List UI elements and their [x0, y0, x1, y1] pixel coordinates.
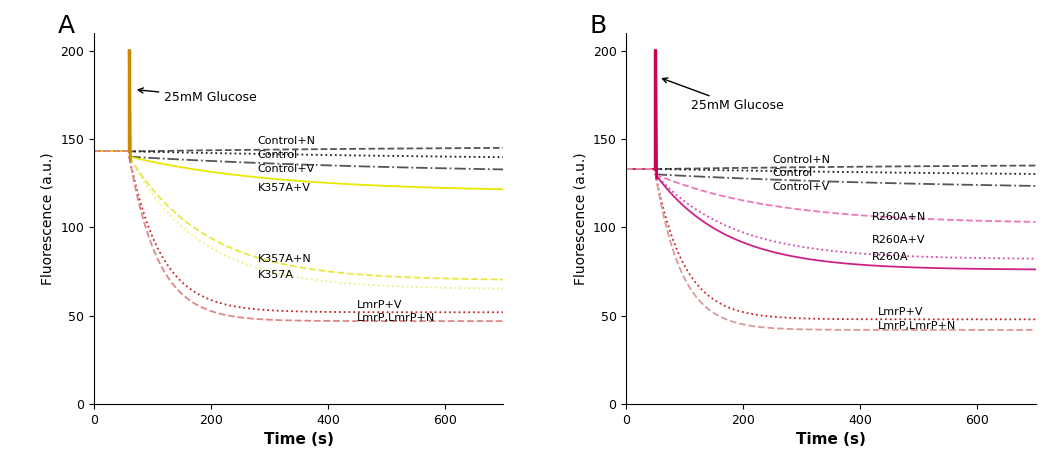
Text: B: B: [589, 14, 607, 39]
Text: Control+V: Control+V: [258, 164, 315, 174]
Text: K357A+V: K357A+V: [258, 183, 311, 194]
Text: LmrP+V: LmrP+V: [358, 300, 403, 310]
Y-axis label: Fluorescence (a.u.): Fluorescence (a.u.): [573, 152, 587, 285]
Text: Control+V: Control+V: [772, 182, 829, 192]
Text: Control: Control: [258, 150, 298, 160]
Text: A: A: [58, 14, 74, 39]
Text: 25mM Glucose: 25mM Glucose: [662, 78, 783, 112]
Y-axis label: Fluorescence (a.u.): Fluorescence (a.u.): [41, 152, 55, 285]
Text: LmrP,LmrP+N: LmrP,LmrP+N: [358, 313, 435, 322]
Text: Control+N: Control+N: [772, 155, 831, 165]
Text: LmrP+V: LmrP+V: [878, 307, 924, 317]
Text: LmrP,LmrP+N: LmrP,LmrP+N: [878, 321, 956, 331]
X-axis label: Time (s): Time (s): [264, 432, 334, 447]
Text: K357A+N: K357A+N: [258, 254, 312, 264]
Text: K357A: K357A: [258, 270, 294, 280]
Text: Control+N: Control+N: [258, 136, 316, 146]
Text: Control: Control: [772, 168, 813, 178]
X-axis label: Time (s): Time (s): [796, 432, 866, 447]
Text: R260A+V: R260A+V: [871, 235, 926, 245]
Text: R260A: R260A: [871, 252, 908, 262]
Text: 25mM Glucose: 25mM Glucose: [138, 88, 257, 103]
Text: R260A+N: R260A+N: [871, 212, 926, 222]
